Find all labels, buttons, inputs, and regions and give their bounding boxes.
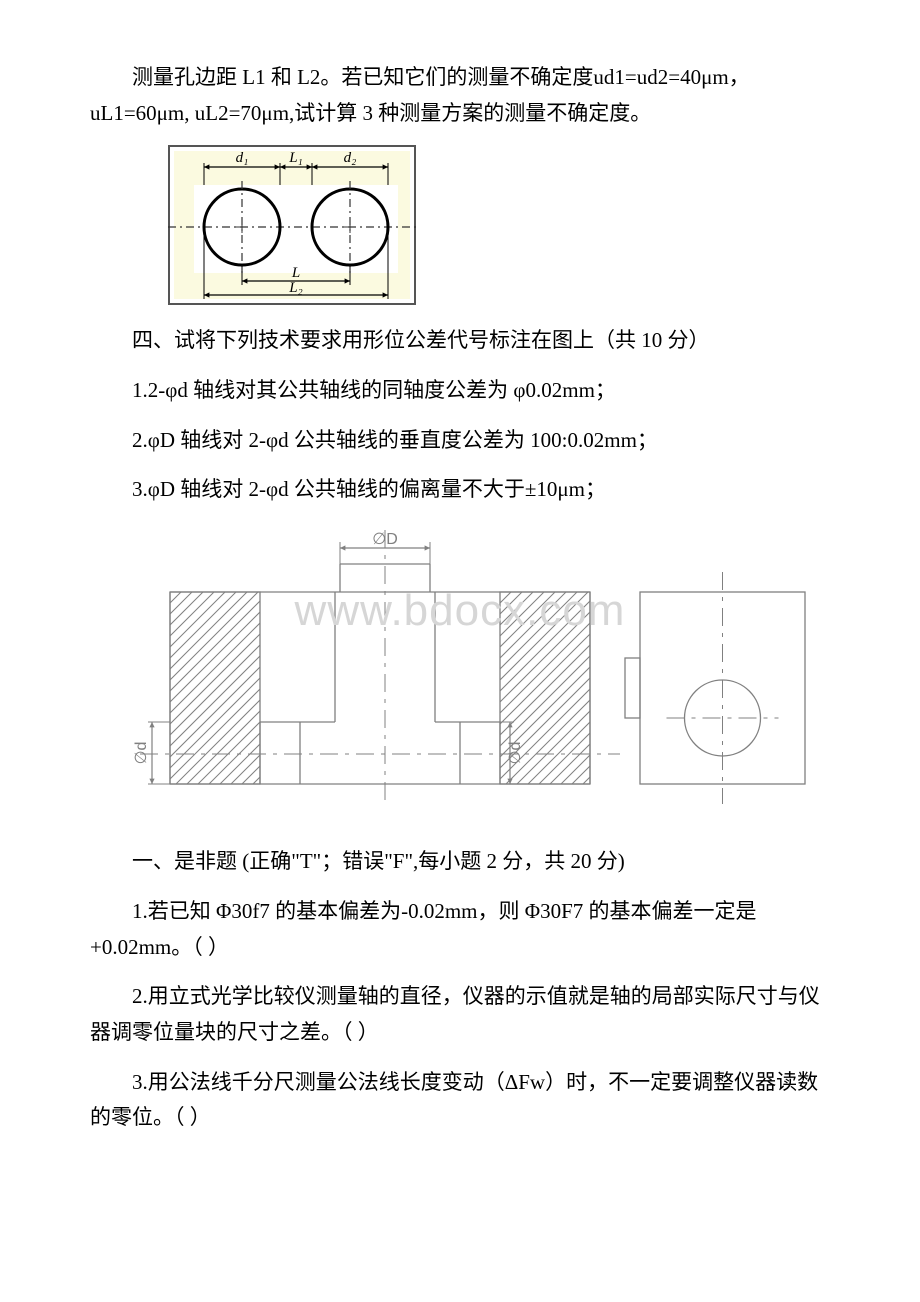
intro-paragraph: 测量孔边距 L1 和 L2。若已知它们的测量不确定度ud1=ud2=40μm，u… [90,60,830,131]
section1-item-1: 1.若已知 Φ30f7 的基本偏差为-0.02mm，则 Φ30F7 的基本偏差一… [90,894,830,965]
section4-title: 四、试将下列技术要求用形位公差代号标注在图上（共 10 分） [90,323,830,359]
figure-2: ∅D∅d∅d www.bdocx.com [90,522,830,822]
section4-item-2: 2.φD 轴线对 2-φd 公共轴线的垂直度公差为 100:0.02mm； [90,423,830,459]
section1-item-2: 2.用立式光学比较仪测量轴的直径，仪器的示值就是轴的局部实际尺寸与仪器调零位量块… [90,979,830,1050]
section1-title: 一、是非题 (正确"T"；错误"F",每小题 2 分，共 20 分) [90,844,830,880]
svg-text:L₁: L₁ [288,150,303,166]
section4-item-1: 1.2-φd 轴线对其公共轴线的同轴度公差为 φ0.02mm； [90,373,830,409]
svg-text:L₂: L₂ [288,280,303,296]
figure-1: d₁ L₁ d₂ LL₂ [168,145,830,305]
svg-text:∅d: ∅d [133,742,150,765]
section1-item-3: 3.用公法线千分尺测量公法线长度变动（ΔFw）时，不一定要调整仪器读数的零位。（… [90,1065,830,1136]
figure-1-svg: d₁ L₁ d₂ LL₂ [168,145,416,305]
figure-2-svg: ∅D∅d∅d [100,522,820,822]
svg-text:d₂: d₂ [344,150,357,166]
svg-text:L: L [291,265,300,281]
svg-text:∅d: ∅d [507,742,524,765]
svg-text:d₁: d₁ [236,150,249,166]
section4-item-3: 3.φD 轴线对 2-φd 公共轴线的偏离量不大于±10μm； [90,472,830,508]
